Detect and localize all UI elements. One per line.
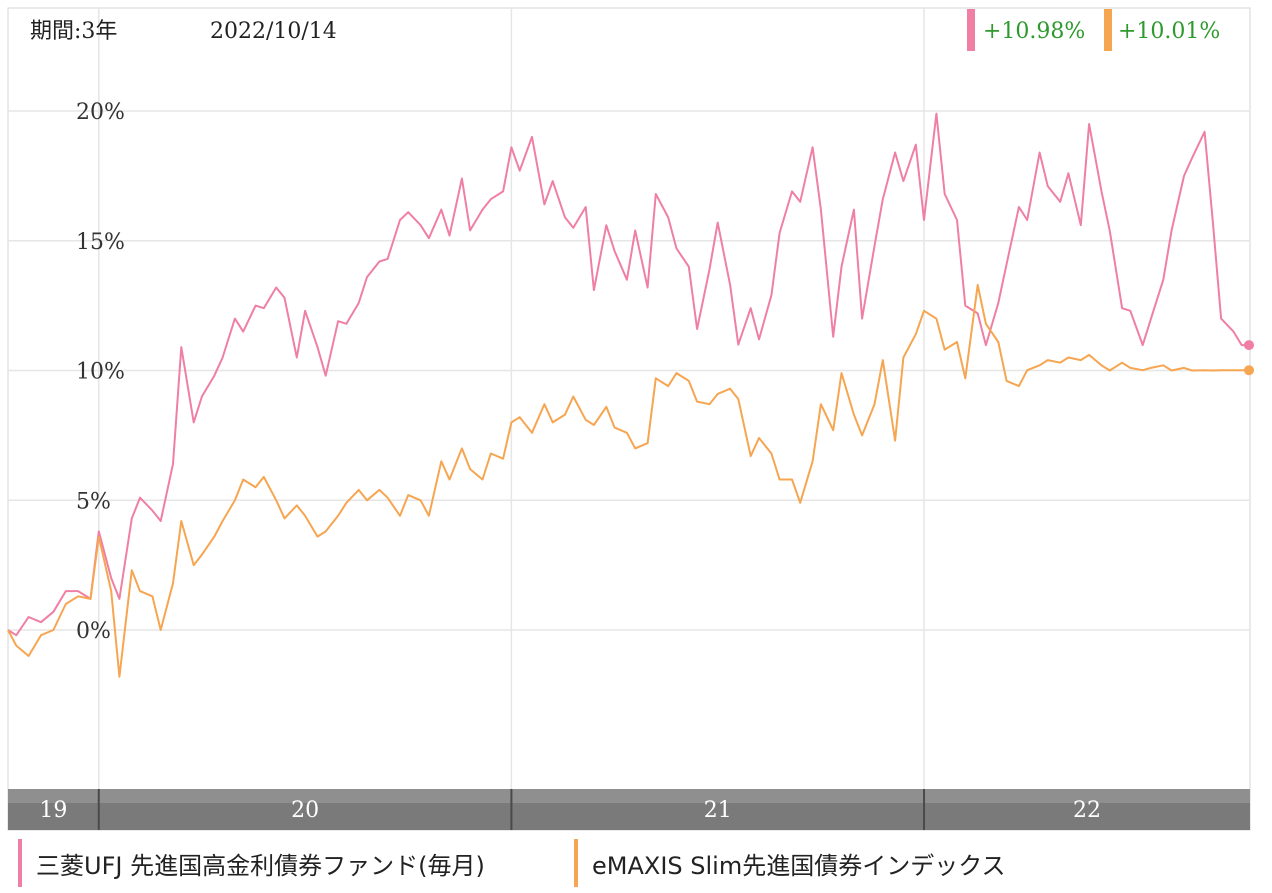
legend-label-pink: 三菱UFJ 先進国高金利債券ファンド(毎月) — [36, 851, 485, 880]
legend-swatch-orange — [574, 839, 578, 887]
badge-value-orange: +10.01% — [1118, 19, 1220, 44]
series-end-marker — [1244, 340, 1254, 351]
year-label: 19 — [39, 798, 67, 823]
badge-swatch-orange — [1104, 9, 1112, 51]
year-band-highlight — [511, 789, 925, 803]
y-tick-label: 0% — [76, 619, 111, 644]
year-band-highlight — [98, 789, 512, 803]
legend-item-orange: eMAXIS Slim先進国債券インデックス — [574, 838, 1006, 888]
y-tick-label: 5% — [76, 489, 111, 514]
series-end-marker — [1244, 365, 1254, 376]
y-tick-label: 10% — [76, 360, 125, 385]
y-tick-label: 20% — [76, 100, 125, 125]
chart-area: 20% 15% 10% 5% 0% 期間:3年 2022/10/14 +10.98% +… — [7, 7, 1254, 831]
grid-layer — [8, 8, 1250, 789]
legend: 三菱UFJ 先進国高金利債券ファンド(毎月) eMAXIS Slim先進国債券イ… — [0, 832, 1272, 893]
date-label: 2022/10/14 — [210, 19, 337, 44]
year-band-highlight — [8, 789, 99, 803]
legend-label-orange: eMAXIS Slim先進国債券インデックス — [592, 851, 1006, 880]
y-tick-label: 15% — [76, 230, 125, 255]
badge-swatch-pink — [967, 9, 975, 51]
year-label: 21 — [704, 798, 732, 823]
series-line-orange — [7, 283, 1250, 678]
legend-item-pink: 三菱UFJ 先進国高金利債券ファンド(毎月) — [18, 838, 485, 888]
year-label: 22 — [1073, 798, 1101, 823]
period-label: 期間:3年 — [30, 19, 117, 44]
year-band-highlight — [924, 789, 1250, 803]
series-lines — [7, 112, 1254, 678]
year-axis: 19 20 21 22 — [8, 789, 1250, 830]
y-axis-labels: 20% 15% 10% 5% 0% — [76, 100, 125, 644]
series-line-pink — [7, 112, 1250, 637]
year-label: 20 — [291, 798, 319, 823]
chart-frame — [7, 7, 1251, 831]
legend-swatch-pink — [18, 839, 22, 887]
badge-value-pink: +10.98% — [983, 19, 1085, 44]
